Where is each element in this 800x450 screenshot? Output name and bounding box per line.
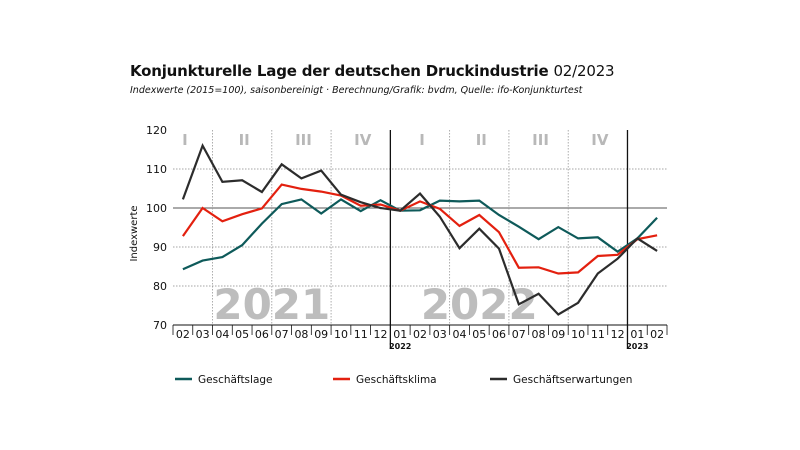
quarter-label-8: IV [591, 131, 609, 149]
x-tick-label: 06 [255, 328, 269, 341]
x-tick-label: 03 [433, 328, 447, 341]
x-tick-label: 10 [334, 328, 348, 341]
x-tick-label: 11 [354, 328, 368, 341]
series-line-3 [181, 142, 658, 316]
y-axis-label: Indexwerte [129, 205, 140, 261]
quarter-label-4: IV [354, 131, 372, 149]
quarter-label-3: III [295, 131, 312, 149]
x-tick-label: 06 [492, 328, 506, 341]
x-tick-label: 02 [176, 328, 190, 341]
x-tick-label: 07 [512, 328, 526, 341]
series-line-1 [182, 198, 658, 271]
x-tick-label: 05 [472, 328, 486, 341]
legend-label-3: Geschäftserwartungen [513, 374, 632, 386]
x-tick-label: 02 [413, 328, 427, 341]
grid-layer [173, 130, 667, 325]
quarter-label-1: I [182, 131, 188, 149]
x-tick-label: 08 [294, 328, 308, 341]
x-tick-label: 09 [551, 328, 565, 341]
x-tick-label: 08 [532, 328, 546, 341]
x-year-label-2023: 2023 [626, 342, 648, 351]
y-tick-label: 100 [146, 202, 167, 215]
y-tick-label: 80 [153, 280, 167, 293]
legend: Geschäftslage Geschäftsklima Geschäftserwa… [175, 374, 632, 386]
x-tick-label: 01 [630, 328, 644, 341]
series-line-2 [181, 183, 658, 275]
y-tick-label: 90 [153, 241, 167, 254]
x-tick-label: 12 [611, 328, 625, 341]
x-tick-label: 12 [373, 328, 387, 341]
x-year-label-2022: 2022 [389, 342, 411, 351]
x-tick-label: 07 [275, 328, 289, 341]
x-tick-label: 04 [215, 328, 229, 341]
chart-title-main: Konjunkturelle Lage der deutschen Drucki… [130, 62, 549, 80]
x-tick-label: 09 [314, 328, 328, 341]
x-tick-label: 03 [196, 328, 210, 341]
quarter-label-6: II [476, 131, 487, 149]
series-layer [181, 142, 658, 316]
axes-layer: 02 03 04 05 06 07 08 09 10 11 12 01 02 03 04 05 06 07 08 09… [129, 124, 668, 351]
chart-title: Konjunkturelle Lage der deutschen Drucki… [130, 62, 615, 80]
quarter-label-5: I [419, 131, 425, 149]
chart-title-date: 02/2023 [553, 62, 615, 80]
chart-subtitle: Indexwerte (2015=100), saisonbereinigt ·… [130, 85, 583, 96]
quarter-label-7: III [532, 131, 549, 149]
x-tick-label: 05 [235, 328, 249, 341]
y-tick-label: 110 [146, 163, 167, 176]
x-tick-label: 02 [650, 328, 664, 341]
legend-label-2: Geschäftsklima [356, 374, 437, 386]
x-tick-label: 10 [571, 328, 585, 341]
quarter-label-2: II [239, 131, 250, 149]
x-tick-label: 11 [591, 328, 605, 341]
x-tick-label: 04 [453, 328, 467, 341]
x-tick-label: 01 [393, 328, 407, 341]
y-tick-label: 70 [153, 319, 167, 332]
y-tick-label: 120 [146, 124, 167, 137]
legend-label-1: Geschäftslage [198, 374, 273, 386]
